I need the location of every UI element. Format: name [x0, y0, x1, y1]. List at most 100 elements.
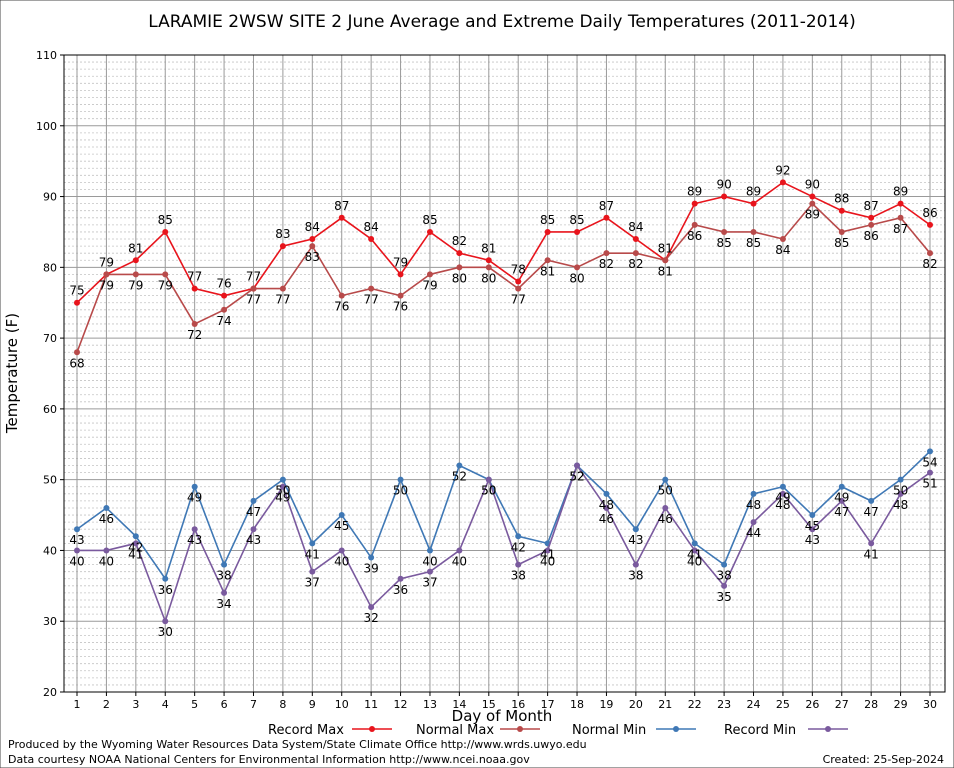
point-normal-max [103, 271, 110, 278]
point-record-min [191, 526, 198, 533]
point-record-max [191, 285, 198, 292]
point-normal-min [868, 497, 875, 504]
point-normal-max [338, 292, 345, 299]
point-normal-min [838, 483, 845, 490]
x-tick-label: 5 [191, 698, 198, 711]
series-line-record-min [77, 463, 931, 624]
data-label-record-max: 78 [511, 262, 526, 276]
x-tick-label: 12 [394, 698, 408, 711]
data-label-normal-max: 84 [775, 243, 790, 257]
x-tick-label: 17 [541, 698, 555, 711]
point-normal-min [338, 512, 345, 519]
data-label-record-max: 89 [893, 185, 908, 199]
x-tick-label: 8 [279, 698, 286, 711]
point-normal-max [456, 264, 463, 271]
data-label-normal-min: 39 [363, 562, 378, 576]
y-tick-label: 20 [43, 686, 57, 699]
legend-label-normal-max: Normal Max [416, 723, 494, 738]
point-record-max [779, 179, 786, 186]
point-normal-min [162, 575, 169, 582]
data-label-normal-min: 48 [599, 498, 614, 512]
data-label-record-min: 49 [275, 491, 290, 505]
data-label-normal-min: 43 [69, 533, 84, 547]
x-tick-label: 20 [629, 698, 643, 711]
data-label-record-max: 81 [658, 241, 673, 255]
point-record-max [809, 193, 816, 200]
data-label-record-max: 86 [922, 206, 937, 220]
point-normal-min [309, 540, 316, 547]
x-tick-label: 30 [923, 698, 937, 711]
x-axis: 1 2 3 4 5 6 7 8 9 10 11 12 13 14 15 16 17 18 19 20 21 22 23 24 2… [74, 692, 937, 711]
point-normal-max [927, 250, 933, 257]
point-normal-min [368, 554, 375, 561]
data-label-normal-max: 82 [922, 257, 937, 271]
footer-courtesy: Data courtesy NOAA National Centers for … [8, 753, 530, 766]
point-normal-max [426, 271, 433, 278]
data-label-normal-max: 77 [246, 293, 261, 307]
point-normal-max [603, 250, 610, 257]
point-record-min [868, 540, 875, 547]
y-tick-label: 40 [43, 544, 57, 557]
data-label-normal-min: 47 [864, 505, 879, 519]
point-record-min [103, 547, 110, 554]
data-label-record-min: 43 [805, 533, 820, 547]
point-record-max [221, 292, 228, 299]
data-label-normal-min: 41 [305, 547, 320, 561]
data-label-normal-max: 68 [69, 356, 84, 370]
data-label-record-max: 84 [363, 220, 378, 234]
point-record-max [485, 257, 492, 264]
point-record-min [544, 547, 551, 554]
data-label-normal-min: 52 [452, 470, 467, 484]
data-label-record-max: 77 [187, 270, 202, 284]
point-record-min [368, 604, 375, 611]
x-tick-label: 27 [835, 698, 849, 711]
x-tick-label: 3 [132, 698, 139, 711]
point-record-min [897, 490, 904, 497]
data-label-record-min: 46 [599, 512, 614, 526]
x-tick-label: 9 [309, 698, 316, 711]
data-label-record-max: 84 [628, 220, 643, 234]
data-label-record-max: 87 [599, 199, 614, 213]
data-label-normal-max: 89 [805, 208, 820, 222]
major-grid [64, 54, 945, 693]
point-normal-min [779, 483, 786, 490]
data-label-normal-min: 52 [569, 470, 584, 484]
point-record-min [456, 547, 463, 554]
data-label-normal-min: 50 [393, 484, 408, 498]
data-label-normal-max: 77 [511, 293, 526, 307]
data-label-normal-max: 76 [334, 300, 349, 314]
point-record-max [309, 236, 316, 243]
minor-grid [64, 61, 945, 686]
data-label-normal-min: 49 [187, 491, 202, 505]
point-record-min [162, 618, 169, 625]
point-normal-max [191, 320, 198, 327]
point-normal-max [515, 285, 522, 292]
point-normal-min [927, 448, 933, 455]
footer-created: Created: 25-Sep-2024 [822, 753, 944, 766]
legend-marker-normal-min [673, 726, 679, 732]
data-label-normal-max: 74 [216, 314, 231, 328]
x-tick-label: 6 [221, 698, 228, 711]
point-record-max [426, 228, 433, 235]
point-record-max [368, 236, 375, 243]
data-label-normal-min: 41 [687, 547, 702, 561]
point-normal-min [397, 476, 404, 483]
point-record-min [927, 469, 933, 476]
data-label-record-max: 85 [158, 213, 173, 227]
data-label-normal-min: 42 [128, 540, 143, 554]
point-record-min [397, 575, 404, 582]
x-tick-label: 28 [864, 698, 878, 711]
data-label-normal-min: 40 [422, 554, 437, 568]
data-label-record-max: 90 [716, 178, 731, 192]
point-normal-min [132, 533, 139, 540]
point-record-min [132, 540, 139, 547]
point-record-min [750, 519, 757, 526]
series-line-normal-min [76, 450, 931, 581]
data-label-normal-min: 36 [158, 583, 173, 597]
point-record-max [544, 228, 551, 235]
data-label-record-min: 40 [540, 554, 555, 568]
point-record-min [515, 561, 522, 568]
data-label-record-min: 40 [687, 554, 702, 568]
data-label-normal-min: 38 [216, 569, 231, 583]
data-label-normal-min: 49 [775, 491, 790, 505]
